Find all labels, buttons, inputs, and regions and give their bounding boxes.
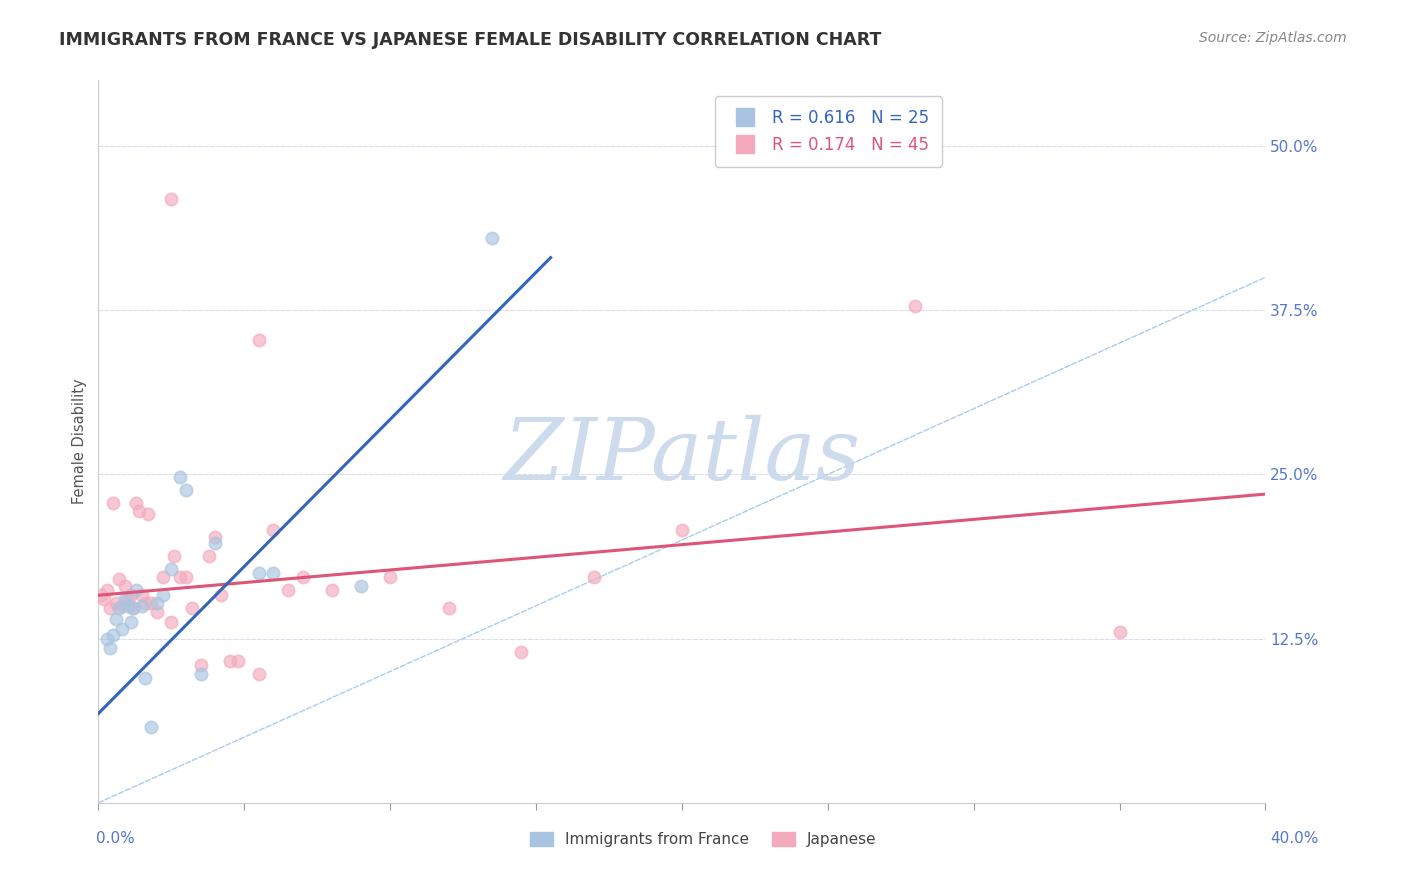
Point bbox=[204, 535, 226, 549]
Point bbox=[247, 566, 270, 580]
Point bbox=[111, 599, 134, 613]
Point bbox=[277, 582, 299, 597]
Point bbox=[96, 632, 118, 646]
Point bbox=[131, 588, 153, 602]
Point bbox=[122, 601, 145, 615]
Point bbox=[190, 657, 212, 672]
Point bbox=[247, 334, 270, 348]
Point bbox=[209, 588, 232, 602]
Text: 0.0%: 0.0% bbox=[96, 831, 135, 846]
Point bbox=[190, 667, 212, 681]
Point bbox=[160, 562, 183, 576]
Point bbox=[90, 588, 112, 602]
Y-axis label: Female Disability: Female Disability bbox=[72, 379, 87, 504]
Point bbox=[228, 654, 250, 668]
Text: Source: ZipAtlas.com: Source: ZipAtlas.com bbox=[1199, 31, 1347, 45]
Point bbox=[174, 570, 197, 584]
Point bbox=[262, 566, 284, 580]
Point bbox=[321, 582, 343, 597]
Point bbox=[104, 612, 127, 626]
Point bbox=[120, 588, 142, 602]
Point bbox=[111, 623, 134, 637]
Point bbox=[204, 531, 226, 545]
Point bbox=[117, 599, 139, 613]
Point bbox=[160, 192, 183, 206]
Point bbox=[131, 599, 153, 613]
Point bbox=[247, 667, 270, 681]
Point bbox=[120, 615, 142, 629]
Point bbox=[139, 720, 162, 734]
Point bbox=[262, 523, 284, 537]
Point bbox=[904, 299, 927, 313]
Point bbox=[146, 605, 169, 619]
Point bbox=[671, 523, 693, 537]
Point bbox=[96, 582, 118, 597]
Point bbox=[152, 588, 174, 602]
Point bbox=[163, 549, 186, 563]
Point bbox=[101, 627, 124, 641]
Point bbox=[180, 601, 202, 615]
Point bbox=[114, 579, 136, 593]
Point bbox=[437, 601, 460, 615]
Point bbox=[350, 579, 373, 593]
Point bbox=[146, 596, 169, 610]
Point bbox=[104, 596, 127, 610]
Point bbox=[380, 570, 402, 584]
Point bbox=[117, 592, 139, 607]
Text: ZIPatlas: ZIPatlas bbox=[503, 415, 860, 498]
Point bbox=[169, 570, 191, 584]
Point bbox=[174, 483, 197, 497]
Point bbox=[218, 654, 240, 668]
Point bbox=[583, 570, 606, 584]
Point bbox=[291, 570, 314, 584]
Legend: Immigrants from France, Japanese: Immigrants from France, Japanese bbox=[523, 826, 883, 853]
Point bbox=[108, 601, 131, 615]
Point bbox=[122, 601, 145, 615]
Point bbox=[114, 592, 136, 607]
Legend: R = 0.616   N = 25, R = 0.174   N = 45: R = 0.616 N = 25, R = 0.174 N = 45 bbox=[714, 95, 942, 167]
Point bbox=[134, 596, 156, 610]
Point bbox=[160, 615, 183, 629]
Text: 40.0%: 40.0% bbox=[1271, 831, 1319, 846]
Point bbox=[169, 470, 191, 484]
Point bbox=[98, 640, 121, 655]
Point bbox=[152, 570, 174, 584]
Text: IMMIGRANTS FROM FRANCE VS JAPANESE FEMALE DISABILITY CORRELATION CHART: IMMIGRANTS FROM FRANCE VS JAPANESE FEMAL… bbox=[59, 31, 882, 49]
Point bbox=[510, 645, 533, 659]
Point bbox=[125, 496, 148, 510]
Point bbox=[1108, 625, 1130, 640]
Point bbox=[134, 671, 156, 685]
Point bbox=[125, 582, 148, 597]
Point bbox=[128, 504, 150, 518]
Point bbox=[136, 507, 159, 521]
Point bbox=[98, 601, 121, 615]
Point bbox=[139, 596, 162, 610]
Point bbox=[108, 573, 131, 587]
Point bbox=[198, 549, 221, 563]
Point bbox=[101, 496, 124, 510]
Point bbox=[93, 592, 115, 607]
Point bbox=[481, 231, 503, 245]
